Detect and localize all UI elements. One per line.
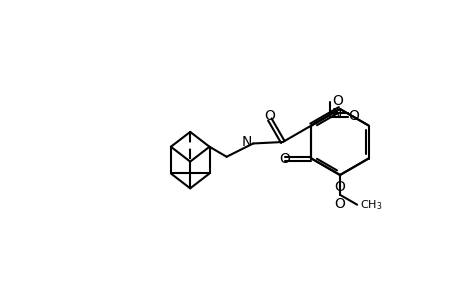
Text: O: O <box>332 94 343 108</box>
Text: CH$_3$: CH$_3$ <box>359 198 382 212</box>
Text: N: N <box>331 107 341 121</box>
Text: N: N <box>241 136 252 149</box>
Text: O: O <box>347 109 358 123</box>
Text: O: O <box>264 110 274 124</box>
Text: O: O <box>334 197 345 211</box>
Text: O: O <box>278 152 289 166</box>
Text: O: O <box>334 180 345 194</box>
